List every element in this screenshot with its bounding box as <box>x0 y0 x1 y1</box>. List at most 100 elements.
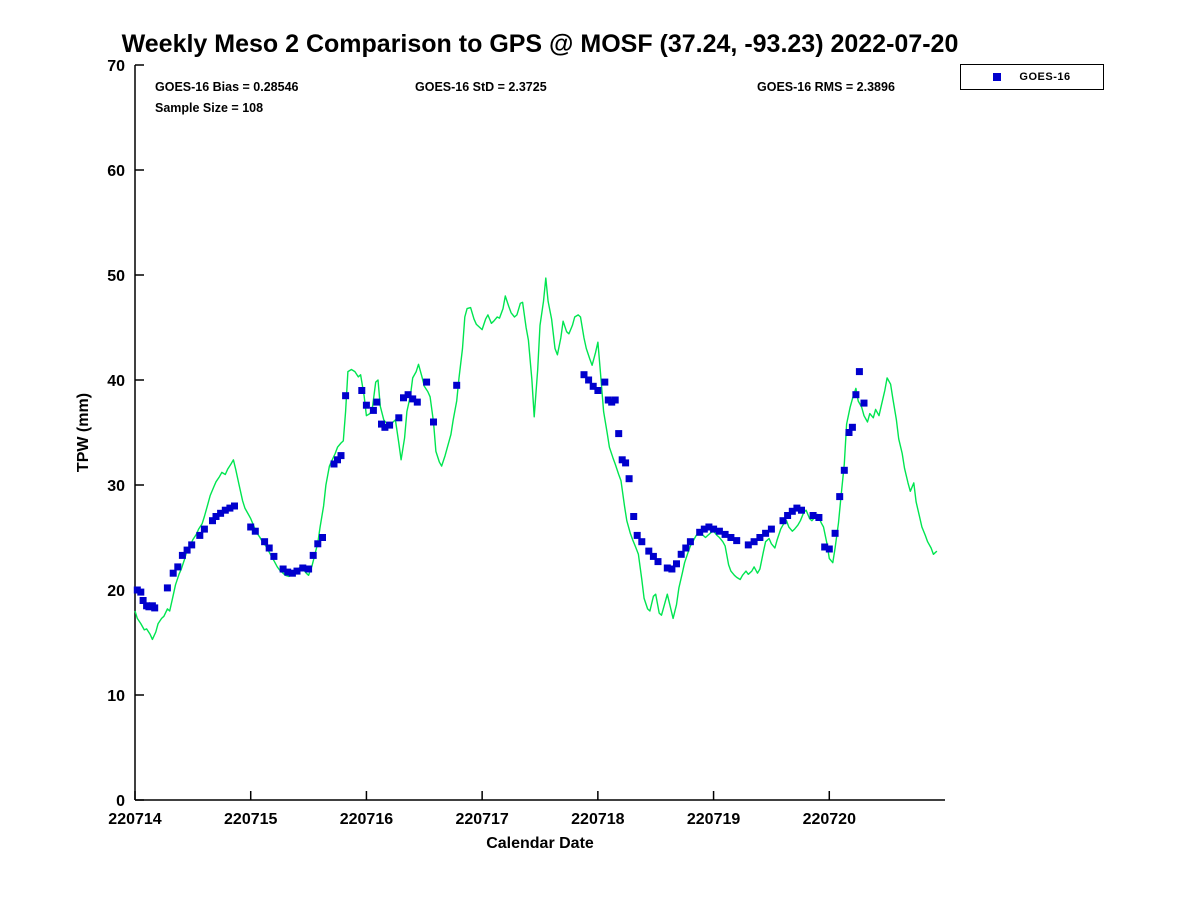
goes16-marker <box>212 513 220 520</box>
stat-std: GOES-16 StD = 2.3725 <box>415 80 547 94</box>
x-tick-label: 220716 <box>340 811 393 828</box>
y-tick-label: 70 <box>107 58 125 75</box>
goes16-marker <box>284 568 292 576</box>
goes16-marker <box>226 504 234 512</box>
goes16-marker <box>169 569 177 577</box>
goes16-marker <box>139 597 147 604</box>
goes16-marker <box>342 392 350 400</box>
x-axis-label: Calendar Date <box>486 835 594 852</box>
goes16-marker <box>696 528 704 536</box>
goes16-marker <box>231 502 238 510</box>
goes16-marker <box>381 423 389 431</box>
goes16-marker <box>633 531 641 539</box>
goes16-marker <box>788 507 796 515</box>
goes16-marker <box>815 514 823 521</box>
goes16-marker <box>358 387 366 394</box>
goes16-marker <box>756 534 764 541</box>
goes16-marker <box>183 546 191 554</box>
goes16-marker <box>362 401 370 409</box>
goes16-marker <box>369 406 377 414</box>
goes16-marker <box>413 398 421 406</box>
gps-line-series <box>134 277 938 641</box>
goes16-marker <box>649 552 657 560</box>
goes16-marker <box>845 429 853 436</box>
y-tick-label: 10 <box>107 688 125 705</box>
goes16-marker <box>453 381 461 389</box>
goes16-marker <box>270 552 278 560</box>
goes16-marker <box>585 376 593 384</box>
goes16-marker <box>265 544 273 552</box>
goes16-marker <box>178 551 186 559</box>
stat-rms: GOES-16 RMS = 2.3896 <box>757 80 895 94</box>
goes16-marker <box>733 537 741 545</box>
x-tick-label: 220715 <box>224 811 277 828</box>
goes16-marker <box>594 387 602 394</box>
goes16-marker <box>288 569 296 577</box>
y-tick-label: 40 <box>107 373 125 390</box>
goes16-marker <box>395 414 403 422</box>
goes16-marker <box>330 460 338 468</box>
y-tick-label: 50 <box>107 268 125 285</box>
goes16-marker <box>209 517 216 525</box>
goes16-marker <box>430 418 437 426</box>
goes16-marker <box>251 527 259 535</box>
goes16-marker <box>299 564 307 572</box>
x-tick-label: 220714 <box>108 811 161 828</box>
goes16-marker <box>809 512 817 519</box>
goes16-marker <box>721 530 729 538</box>
goes16-marker <box>798 506 805 514</box>
goes16-marker <box>580 371 588 379</box>
x-tick-label: 220720 <box>803 811 856 828</box>
goes16-marker <box>423 378 431 386</box>
goes16-marker <box>840 466 848 474</box>
goes16-marker <box>622 459 630 467</box>
goes16-marker <box>705 523 713 531</box>
stat-bias: GOES-16 Bias = 0.28546 <box>155 80 299 94</box>
goes16-marker <box>779 517 787 525</box>
goes16-marker <box>677 550 685 558</box>
goes16-marker <box>615 430 623 438</box>
legend: GOES-16 <box>960 64 1104 90</box>
goes16-marker <box>767 525 775 533</box>
goes16-marker <box>601 378 609 386</box>
goes16-marker <box>630 513 638 520</box>
goes16-marker <box>314 540 322 548</box>
goes16-marker <box>137 588 145 596</box>
y-tick-label: 20 <box>107 583 125 600</box>
goes16-marker <box>386 421 394 429</box>
goes16-marker <box>645 547 653 555</box>
goes16-marker <box>673 560 680 568</box>
goes16-marker <box>793 504 801 512</box>
goes16-marker <box>848 423 856 431</box>
goes16-marker <box>589 382 597 390</box>
goes16-marker <box>860 399 868 407</box>
chart-title: Weekly Meso 2 Comparison to GPS @ MOSF (… <box>121 30 959 58</box>
goes16-marker <box>279 565 287 573</box>
goes16-marker <box>217 509 225 517</box>
goes16-marker <box>727 534 735 541</box>
goes16-marker <box>663 564 671 572</box>
goes16-marker <box>221 506 229 514</box>
goes16-marker <box>668 565 676 573</box>
goes16-marker <box>825 545 833 553</box>
goes16-marker <box>700 525 708 533</box>
goes16-marker <box>400 394 407 402</box>
y-tick-label: 60 <box>107 163 125 180</box>
legend-label: GOES-16 <box>1019 71 1071 83</box>
goes16-marker <box>305 565 313 573</box>
goes16-marker <box>200 525 208 533</box>
goes16-marker <box>852 391 860 399</box>
goes16-marker <box>247 523 255 531</box>
goes16-marker <box>261 538 269 546</box>
goes16-marker <box>409 395 417 403</box>
goes16-marker <box>163 584 171 592</box>
y-tick-label: 0 <box>116 793 125 810</box>
goes16-marker <box>710 525 718 533</box>
goes16-marker <box>334 456 341 464</box>
goes16-marker <box>404 391 412 399</box>
goes16-marker <box>196 531 204 539</box>
x-tick-label: 220719 <box>687 811 740 828</box>
goes16-marker <box>188 541 196 549</box>
